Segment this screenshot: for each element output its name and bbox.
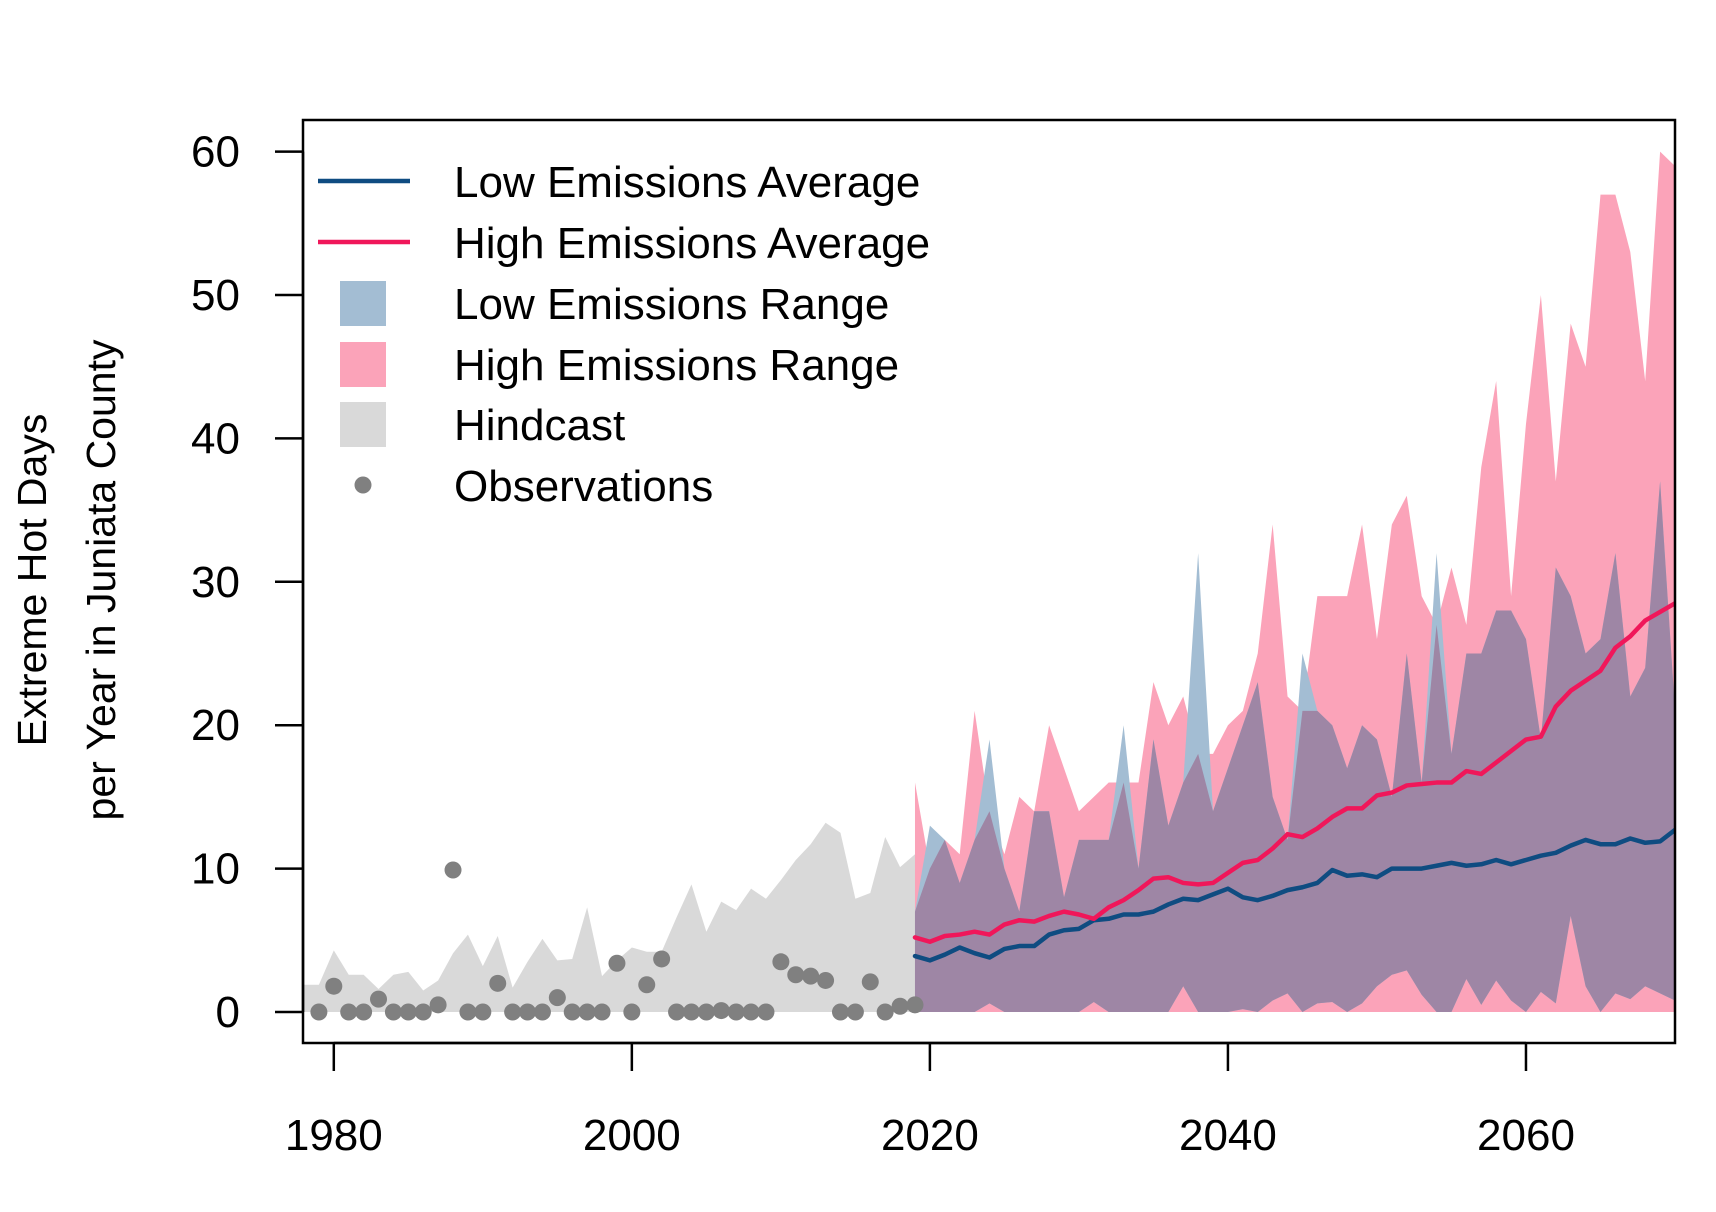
y-tick-label: 0 xyxy=(216,988,240,1037)
hindcast-band xyxy=(304,822,915,1012)
observation-point xyxy=(563,1003,581,1021)
observation-point xyxy=(459,1003,477,1021)
y-axis-title: Extreme Hot Days per Year in Juniata Cou… xyxy=(9,339,124,820)
observation-point xyxy=(474,1003,492,1021)
observation-point xyxy=(399,1003,417,1021)
observation-point xyxy=(548,989,566,1007)
legend-key xyxy=(340,342,386,387)
observations xyxy=(310,861,924,1021)
axes: 0 10 20 30 40 50 60 1980 2000 2020 2040 2060 xyxy=(191,128,1575,1160)
observation-point xyxy=(340,1003,358,1021)
observation-point xyxy=(846,1003,864,1021)
y-tick-label: 10 xyxy=(191,845,240,894)
observation-point xyxy=(772,953,790,971)
observation-point xyxy=(608,954,626,972)
observation-point xyxy=(876,1003,894,1021)
legend-key xyxy=(340,281,386,326)
legend-label: High Emissions Range xyxy=(454,341,899,390)
observation-point xyxy=(578,1003,596,1021)
legend-box-swatch xyxy=(340,281,386,326)
observation-point xyxy=(712,1002,730,1020)
legend-label: Observations xyxy=(454,462,713,511)
observation-point xyxy=(489,974,507,992)
legend-label: High Emissions Average xyxy=(454,219,930,268)
observation-point xyxy=(906,996,924,1014)
plot-area xyxy=(304,151,1675,1021)
observation-point xyxy=(384,1003,402,1021)
observation-point xyxy=(370,990,388,1008)
legend-box-swatch xyxy=(340,402,386,447)
y-tick-label: 40 xyxy=(191,414,240,463)
y-tick-label: 60 xyxy=(191,128,240,177)
x-tick-label: 2020 xyxy=(881,1111,979,1160)
high-emissions-average-line xyxy=(912,601,1675,944)
observation-point xyxy=(682,1003,700,1021)
observation-point xyxy=(697,1003,715,1021)
observation-point xyxy=(742,1003,760,1021)
observation-point xyxy=(802,967,820,985)
observation-point xyxy=(355,1003,373,1021)
y-tick-label: 30 xyxy=(191,558,240,607)
observation-point xyxy=(325,977,343,995)
observation-point xyxy=(533,1003,551,1021)
observation-point xyxy=(444,861,462,879)
legend-label: Low Emissions Average xyxy=(454,158,920,207)
legend-box-swatch xyxy=(340,342,386,387)
legend-dot-swatch xyxy=(354,476,372,494)
legend-label: Hindcast xyxy=(454,401,625,450)
x-tick-label: 2060 xyxy=(1477,1111,1575,1160)
y-tick-label: 50 xyxy=(191,271,240,320)
observation-point xyxy=(638,976,656,994)
observation-point xyxy=(519,1003,537,1021)
observation-point xyxy=(757,1003,775,1021)
observation-point xyxy=(787,966,805,984)
low-emissions-average-line xyxy=(912,827,1675,963)
x-tick-label: 2000 xyxy=(583,1111,681,1160)
observation-point xyxy=(653,950,671,968)
y-axis-title-line-2: per Year in Juniata County xyxy=(78,339,124,820)
observation-point xyxy=(861,973,879,991)
observation-point xyxy=(727,1003,745,1021)
y-axis-title-line-1: Extreme Hot Days xyxy=(9,414,55,747)
observation-point xyxy=(831,1003,849,1021)
observation-point xyxy=(504,1003,522,1021)
observation-point xyxy=(891,997,909,1015)
observation-point xyxy=(414,1003,432,1021)
legend-key xyxy=(340,402,386,447)
observation-point xyxy=(310,1003,328,1021)
x-tick-label: 1980 xyxy=(285,1111,383,1160)
x-tick-label: 2040 xyxy=(1179,1111,1277,1160)
observation-point xyxy=(593,1003,611,1021)
observation-point xyxy=(817,971,835,989)
range-overlap-band xyxy=(914,481,1675,1012)
legend: Low Emissions Average High Emissions Aver… xyxy=(318,158,930,511)
y-tick-label: 20 xyxy=(191,701,240,750)
legend-label: Low Emissions Range xyxy=(454,280,889,329)
observation-point xyxy=(623,1003,641,1021)
observation-point xyxy=(429,996,447,1014)
legend-key xyxy=(354,476,372,494)
observation-point xyxy=(668,1003,686,1021)
